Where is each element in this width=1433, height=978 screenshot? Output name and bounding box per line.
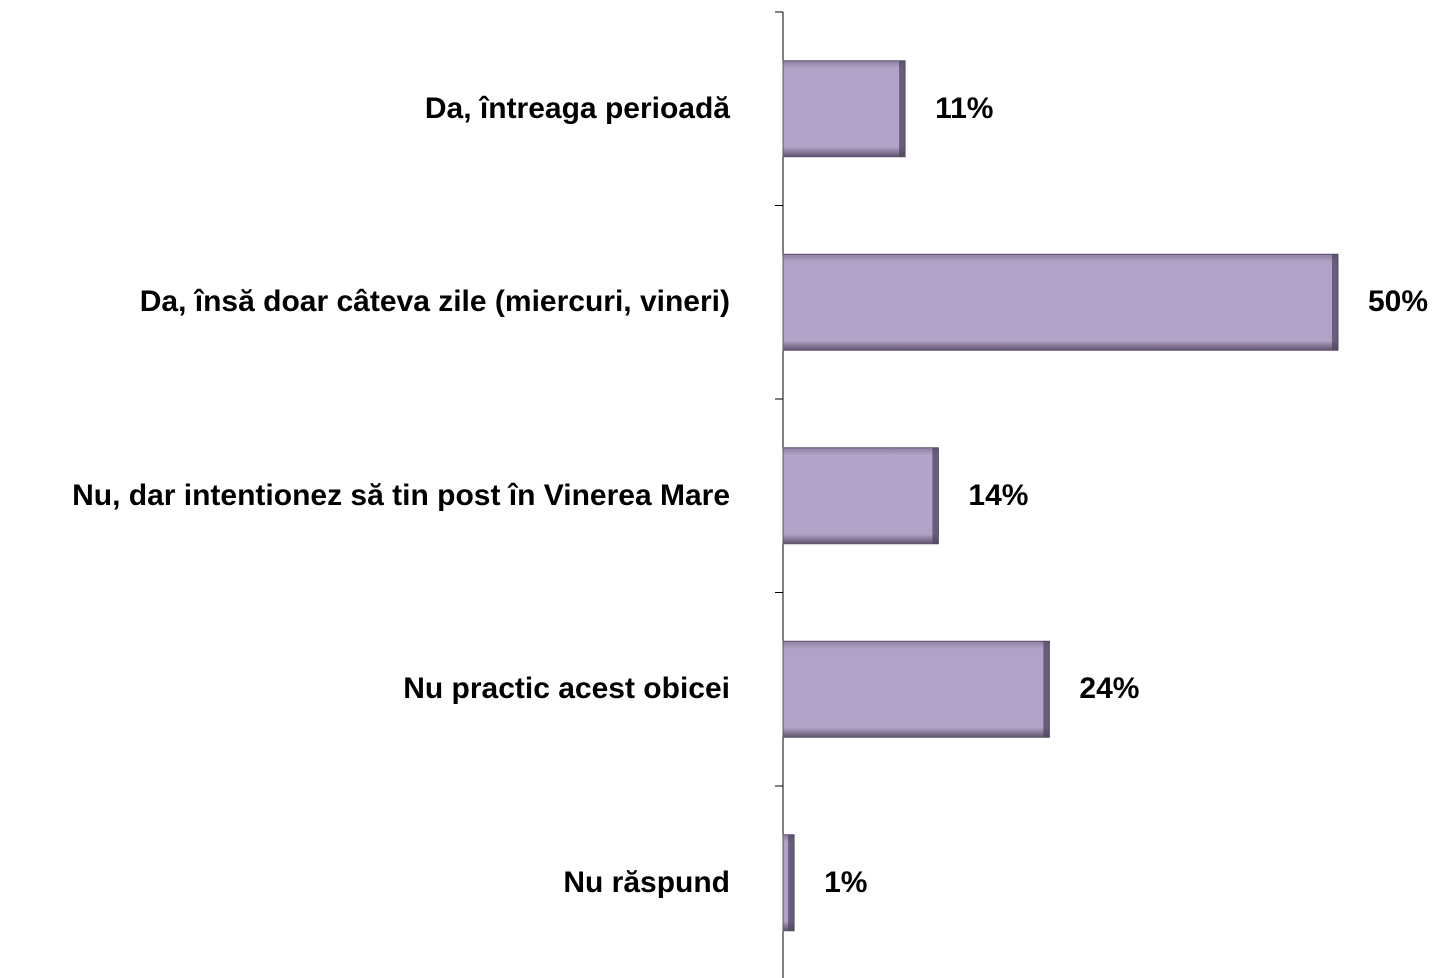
- bar-bevel: [788, 834, 795, 931]
- bar-bevel: [932, 447, 939, 544]
- category-label-box: Da, însă doar câteva zile (miercuri, vin…: [140, 284, 730, 320]
- bar: [782, 640, 1050, 738]
- category-label: Da, întreaga perioadă: [424, 91, 730, 125]
- bar: [782, 60, 906, 158]
- bar: [782, 447, 939, 545]
- value-label: 14%: [968, 478, 1029, 512]
- value-label: 1%: [824, 865, 868, 899]
- value-label: 24%: [1079, 672, 1140, 706]
- category-label: Nu, dar intentionez să tin post în Viner…: [72, 478, 730, 512]
- value-label: 11%: [935, 91, 994, 125]
- bar-bevel: [1332, 254, 1338, 351]
- category-label: Da, însă doar câteva zile (miercuri, vin…: [139, 285, 730, 319]
- category-label: Nu răspund: [563, 865, 730, 899]
- category-label: Nu practic acest obicei: [403, 672, 730, 706]
- category-label-box: Nu practic acest obicei: [403, 671, 730, 707]
- category-label-box: Da, întreaga perioadă: [425, 91, 730, 127]
- category-label-box: Nu răspund: [563, 865, 730, 901]
- bar: [782, 253, 1339, 351]
- value-label: 50%: [1368, 285, 1429, 319]
- bar-bevel: [1043, 641, 1050, 738]
- bar-bevel: [899, 60, 906, 157]
- category-label-box: Nu, dar intentionez să tin post în Viner…: [72, 478, 730, 514]
